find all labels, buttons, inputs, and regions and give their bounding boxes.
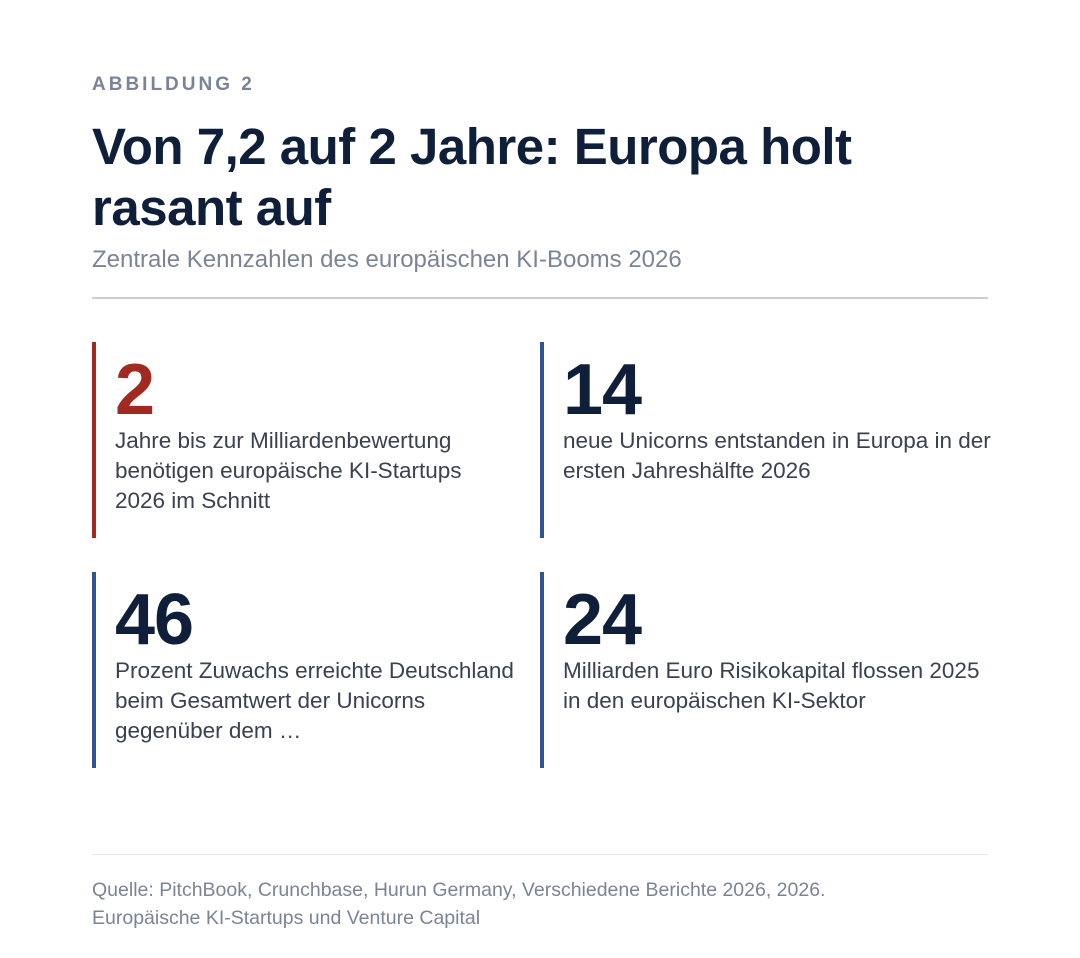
stat-value: 14: [563, 350, 642, 430]
stat-description: Prozent Zuwachs erreichte Deutschland be…: [115, 658, 514, 743]
stat-description: Milliarden Euro Risikokapital flossen 20…: [563, 658, 980, 713]
stat-description: neue Unicorns entstanden in Europa in de…: [563, 428, 991, 483]
stat-description: Jahre bis zur Milliardenbewertung benöti…: [115, 428, 462, 513]
source-note: Quelle: PitchBook, Crunchbase, Hurun Ger…: [92, 876, 988, 932]
source-line-2: Europäische KI-Startups und Venture Capi…: [92, 907, 481, 929]
figure-title: Von 7,2 auf 2 Jahre: Europa holt rasant …: [92, 118, 852, 236]
top-divider: [92, 297, 988, 299]
stat-value: 46: [115, 580, 194, 660]
stat-card-unicorns: 14 neue Unicorns entstanden in Europa in…: [540, 342, 991, 538]
figure-kicker: ABBILDUNG 2: [92, 74, 255, 95]
stat-value: 24: [563, 580, 642, 660]
bottom-divider: [92, 854, 988, 855]
source-line-1: Quelle: PitchBook, Crunchbase, Hurun Ger…: [92, 879, 826, 901]
stat-card-capital: 24 Milliarden Euro Risikokapital flossen…: [540, 572, 988, 768]
stat-card-years: 2 Jahre bis zur Milliardenbewertung benö…: [92, 342, 512, 538]
stat-value: 2: [115, 350, 155, 430]
stat-card-growth: 46 Prozent Zuwachs erreichte Deutschland…: [92, 572, 514, 768]
figure-subtitle: Zentrale Kennzahlen des europäischen KI-…: [92, 246, 682, 273]
